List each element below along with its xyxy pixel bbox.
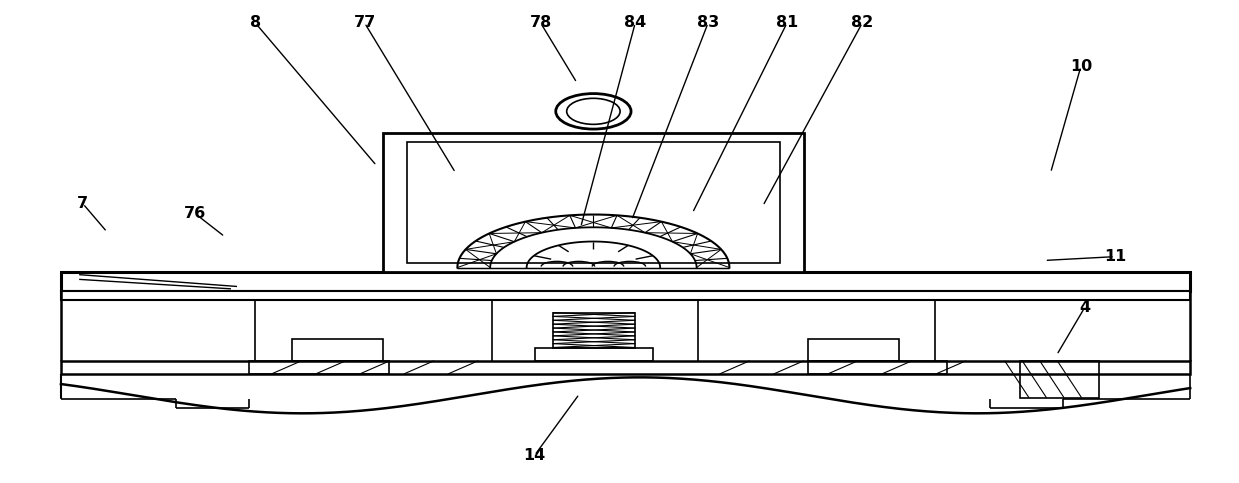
- Bar: [291, 340, 383, 361]
- Text: 11: 11: [1104, 249, 1126, 264]
- Bar: [249, 361, 389, 374]
- Text: 4: 4: [1079, 300, 1090, 315]
- Bar: [808, 340, 898, 361]
- Bar: [1020, 361, 1099, 398]
- Bar: [447, 235, 738, 272]
- Bar: [808, 361, 948, 374]
- Text: 7: 7: [77, 196, 88, 211]
- Text: 77: 77: [353, 15, 375, 30]
- Text: 83: 83: [698, 15, 720, 30]
- Text: 81: 81: [776, 15, 798, 30]
- Bar: [534, 348, 653, 361]
- Bar: [406, 142, 779, 263]
- Bar: [61, 272, 1191, 291]
- Text: 76: 76: [183, 206, 206, 221]
- Bar: [61, 361, 1191, 374]
- Text: 14: 14: [523, 448, 545, 463]
- Bar: [383, 133, 804, 272]
- Bar: [553, 313, 636, 348]
- Text: 78: 78: [529, 15, 551, 30]
- Text: 84: 84: [624, 15, 647, 30]
- Text: 82: 82: [851, 15, 873, 30]
- Bar: [61, 291, 1191, 300]
- Text: 10: 10: [1069, 59, 1092, 74]
- Text: 8: 8: [250, 15, 260, 30]
